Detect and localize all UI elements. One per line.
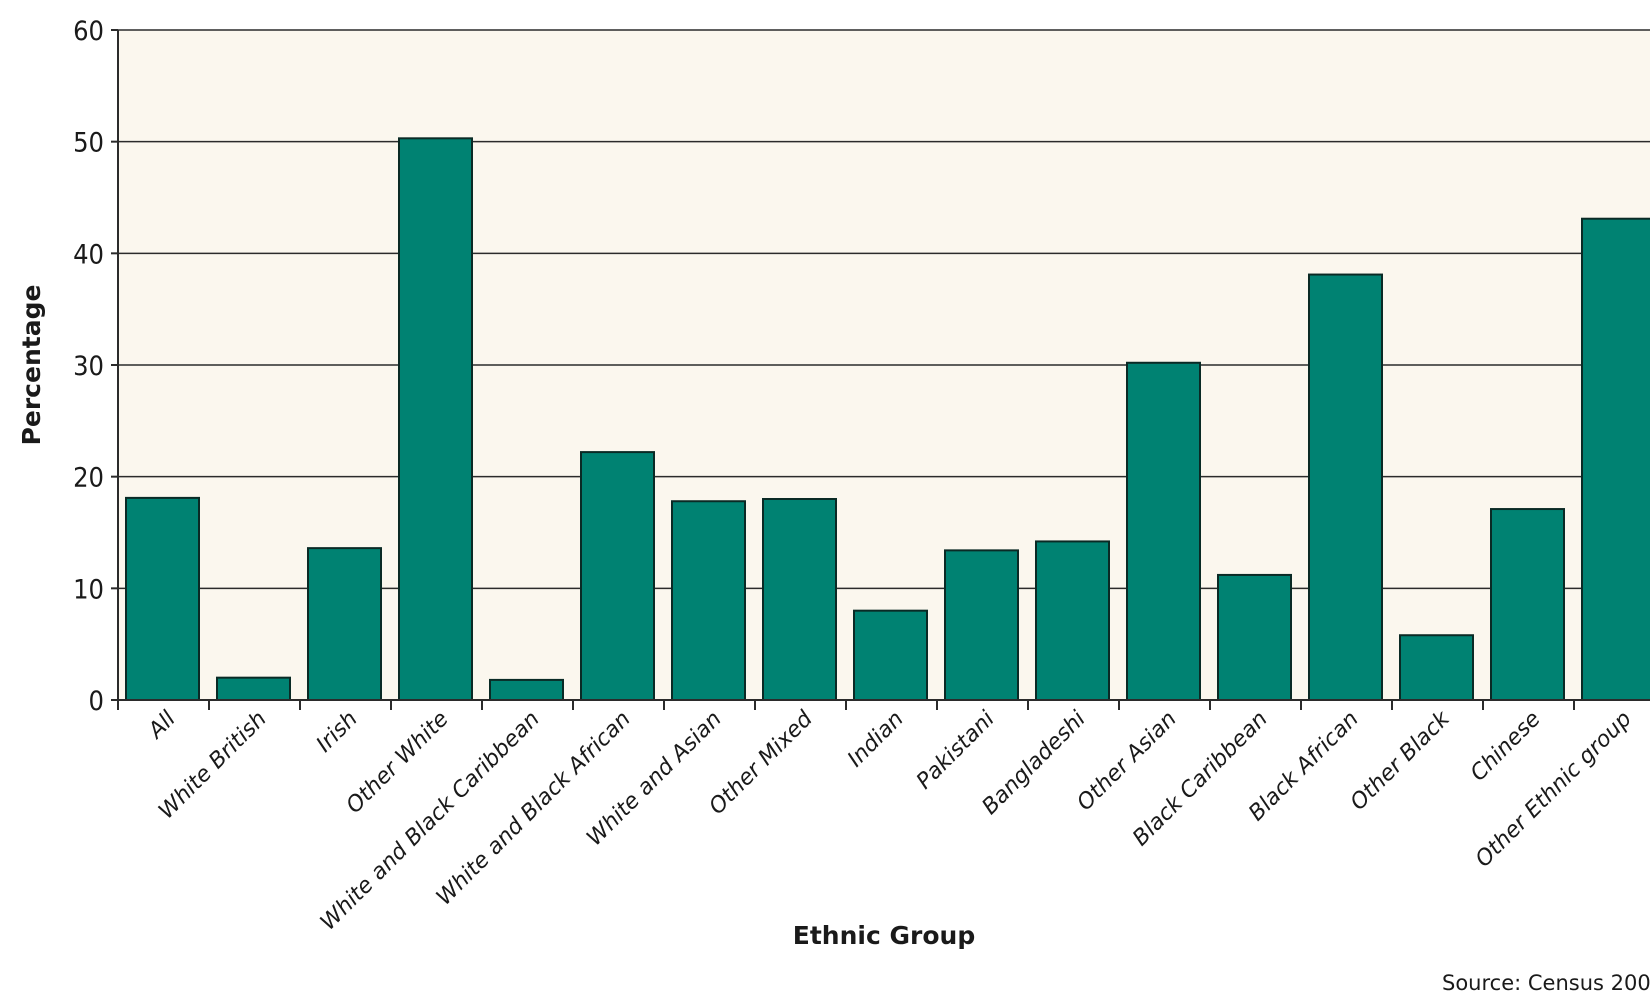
- y-tick-label: 60: [73, 16, 104, 47]
- y-tick-label: 50: [73, 128, 104, 159]
- bar: [1308, 273, 1383, 701]
- bar: [216, 676, 291, 702]
- bars: [125, 137, 1650, 702]
- source-note: Source: Census 200: [1442, 971, 1650, 994]
- x-category-label: White and Black African: [432, 707, 636, 911]
- bar: [1126, 361, 1201, 701]
- bar: [1217, 573, 1292, 702]
- bar: [671, 500, 746, 701]
- bar: [1490, 508, 1565, 701]
- x-axis-title: Ethnic Group: [793, 921, 975, 950]
- bar: [398, 137, 473, 702]
- bar: [1035, 540, 1110, 702]
- y-tick-label: 30: [73, 351, 104, 382]
- bar: [1399, 634, 1474, 702]
- bar: [125, 496, 200, 701]
- y-tick-labels: 0 10 20 30 40 50 60: [73, 16, 104, 717]
- x-category-label: Pakistani: [912, 707, 1000, 795]
- bar: [580, 451, 655, 701]
- x-category-label: Other Black: [1346, 706, 1456, 816]
- x-category-label: Chinese: [1466, 707, 1546, 787]
- y-tick-label: 0: [89, 686, 104, 717]
- y-tick-label: 20: [73, 463, 104, 494]
- y-axis-title: Percentage: [17, 285, 46, 446]
- bar: [944, 549, 1019, 701]
- bar: [489, 678, 564, 702]
- bar: [307, 547, 382, 702]
- bar: [1581, 217, 1650, 701]
- y-tick-label: 10: [73, 574, 104, 605]
- bar: [762, 498, 837, 701]
- x-category-label: Other Ethnic group: [1471, 707, 1637, 873]
- x-category-label: Irish: [312, 707, 363, 758]
- x-category-label: Indian: [843, 707, 909, 773]
- x-tick-marks: [117, 700, 1575, 710]
- y-tick-label: 40: [73, 239, 104, 270]
- x-category-label: All: [142, 707, 180, 745]
- bar: [853, 609, 928, 702]
